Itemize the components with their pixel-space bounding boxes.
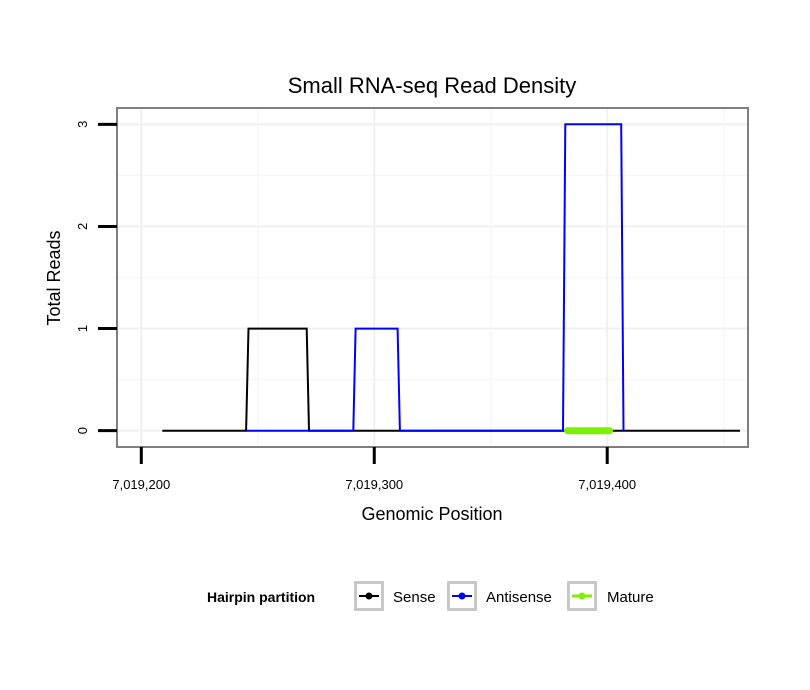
y-axis: 0 1 2 3 <box>75 121 117 434</box>
series-line-antisense <box>246 123 625 432</box>
grid <box>118 109 747 446</box>
legend-dot-antisense <box>458 592 466 600</box>
legend-dot-sense <box>365 592 373 600</box>
y-axis-label: Total Reads <box>44 230 64 325</box>
legend-label-sense: Sense <box>393 589 436 606</box>
legend-label-mature: Mature <box>607 589 654 606</box>
legend-title: Hairpin partition <box>207 589 316 605</box>
x-tick-label-2: 7,019,400 <box>578 477 636 492</box>
y-tick-label-3: 3 <box>75 121 90 128</box>
legend-key-sense <box>354 581 384 611</box>
y-tick-label-2: 2 <box>75 223 90 230</box>
legend-key-antisense <box>447 581 477 611</box>
y-tick-label-1: 1 <box>75 325 90 332</box>
x-axis-label: Genomic Position <box>361 504 502 524</box>
legend-key-mature <box>567 581 597 611</box>
series-line-sense <box>162 327 740 432</box>
x-tick-label-0: 7,019,200 <box>112 477 170 492</box>
chart-title: Small RNA-seq Read Density <box>288 73 577 98</box>
plot-border <box>116 107 749 448</box>
legend-dot-mature <box>578 592 586 600</box>
chart: Small RNA-seq Read Density 0 1 2 3 7,019,20… <box>44 73 749 524</box>
x-axis: 7,019,200 7,019,300 7,019,400 <box>112 447 636 492</box>
x-tick-label-1: 7,019,300 <box>345 477 403 492</box>
legend: Hairpin partition Sense Antisense Mature <box>0 578 810 618</box>
legend-label-antisense: Antisense <box>486 589 552 606</box>
series-layer <box>162 123 740 435</box>
y-tick-label-0: 0 <box>75 427 90 434</box>
